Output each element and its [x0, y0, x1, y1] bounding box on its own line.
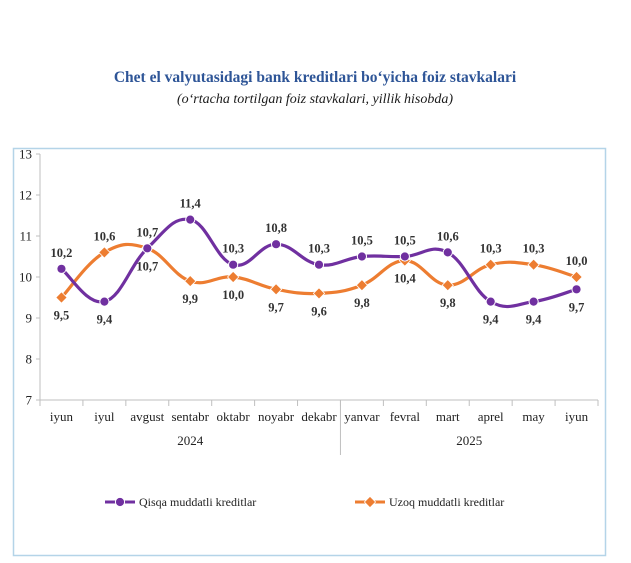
data-label: 10,2	[51, 246, 73, 260]
data-label: 10,6	[93, 229, 115, 243]
x-tick-label: oktabr	[217, 409, 251, 424]
data-point	[528, 296, 539, 307]
data-label: 10,0	[566, 254, 588, 268]
x-tick-label: iyul	[94, 409, 115, 424]
legend-label: Uzoq muddatli kreditlar	[389, 495, 504, 509]
data-label: 10,5	[351, 234, 373, 248]
data-point	[142, 243, 153, 254]
x-tick-label: dekabr	[301, 409, 337, 424]
data-labels: 10,2 9,4 10,7 11,4 10,3 10,8 10,3 10,5 10,5 10,6 9…	[51, 197, 588, 327]
data-label: 11,4	[180, 197, 202, 211]
chart-subtitle: (o‘rtacha tortilgan foiz stavkalari, yil…	[177, 92, 453, 107]
data-label: 10,7	[136, 225, 158, 239]
series-lines	[55, 214, 583, 309]
data-label: 9,5	[54, 309, 70, 323]
data-label: 10,6	[437, 229, 459, 243]
data-point	[442, 247, 453, 258]
data-label: 10,0	[222, 288, 244, 302]
data-label: 9,4	[483, 313, 499, 327]
y-tick-label: 7	[26, 393, 33, 408]
x-tick-label: noyabr	[258, 409, 295, 424]
x-tick-label: iyun	[50, 409, 74, 424]
data-label: 9,4	[97, 313, 113, 327]
legend: Qisqa muddatli kreditlar Uzoq muddatli kr…	[105, 495, 504, 509]
y-tick-label: 11	[19, 229, 32, 244]
data-label: 9,7	[268, 300, 284, 314]
data-point	[527, 258, 540, 271]
data-label: 10,4	[394, 272, 417, 286]
data-label: 10,5	[394, 234, 416, 248]
data-point	[228, 259, 239, 270]
y-tick-label: 9	[26, 311, 33, 326]
data-point	[441, 279, 454, 292]
x-tick-label: may	[522, 409, 545, 424]
y-tick-label: 8	[26, 352, 33, 367]
year-label: 2025	[456, 433, 482, 448]
data-point	[571, 284, 582, 295]
data-point	[570, 270, 583, 284]
data-point	[355, 279, 369, 292]
data-label: 10,3	[308, 242, 330, 256]
x-tick-label: avgust	[130, 409, 164, 424]
data-label: 10,3	[523, 242, 545, 256]
data-point	[55, 291, 68, 304]
data-point	[399, 251, 410, 262]
data-point	[184, 274, 197, 288]
x-tick-label: fevral	[390, 409, 421, 424]
data-point	[185, 214, 196, 225]
data-point	[270, 239, 282, 250]
data-label: 9,4	[526, 313, 542, 327]
axes: 7 8 9 10 11 12 13 iyun iyul avgust sentabr oktabr no…	[19, 147, 599, 455]
x-tick-label: mart	[436, 409, 460, 424]
data-point	[313, 259, 325, 270]
data-point	[484, 258, 497, 271]
data-label: 9,7	[569, 300, 585, 314]
legend-marker	[363, 495, 377, 509]
data-label: 10,8	[265, 221, 287, 235]
chart-frame	[12, 147, 607, 557]
data-point	[56, 263, 67, 274]
data-label: 10,7	[136, 259, 158, 273]
x-tick-label: sentabr	[171, 409, 209, 424]
data-point	[269, 283, 283, 296]
y-tick-label: 13	[19, 147, 32, 162]
data-point	[312, 287, 326, 300]
legend-marker	[114, 496, 126, 508]
data-label: 10,3	[480, 242, 502, 256]
x-tick-label: iyun	[565, 409, 589, 424]
data-point	[226, 270, 240, 284]
chart-title: Chet el valyutasidagi bank kreditlari bo…	[114, 69, 517, 86]
data-point	[485, 296, 496, 307]
data-point	[99, 296, 110, 307]
data-point	[98, 246, 111, 259]
data-label: 9,9	[182, 292, 198, 306]
data-label: 9,6	[311, 304, 327, 318]
year-label: 2024	[177, 433, 204, 448]
x-tick-label: yanvar	[344, 409, 380, 424]
y-tick-label: 10	[19, 270, 32, 285]
x-tick-label: aprel	[478, 409, 504, 424]
data-point	[356, 251, 368, 262]
data-label: 9,8	[440, 296, 456, 310]
y-tick-label: 12	[19, 188, 32, 203]
legend-label: Qisqa muddatli kreditlar	[139, 495, 256, 509]
data-label: 10,3	[222, 242, 244, 256]
data-label: 9,8	[354, 296, 370, 310]
